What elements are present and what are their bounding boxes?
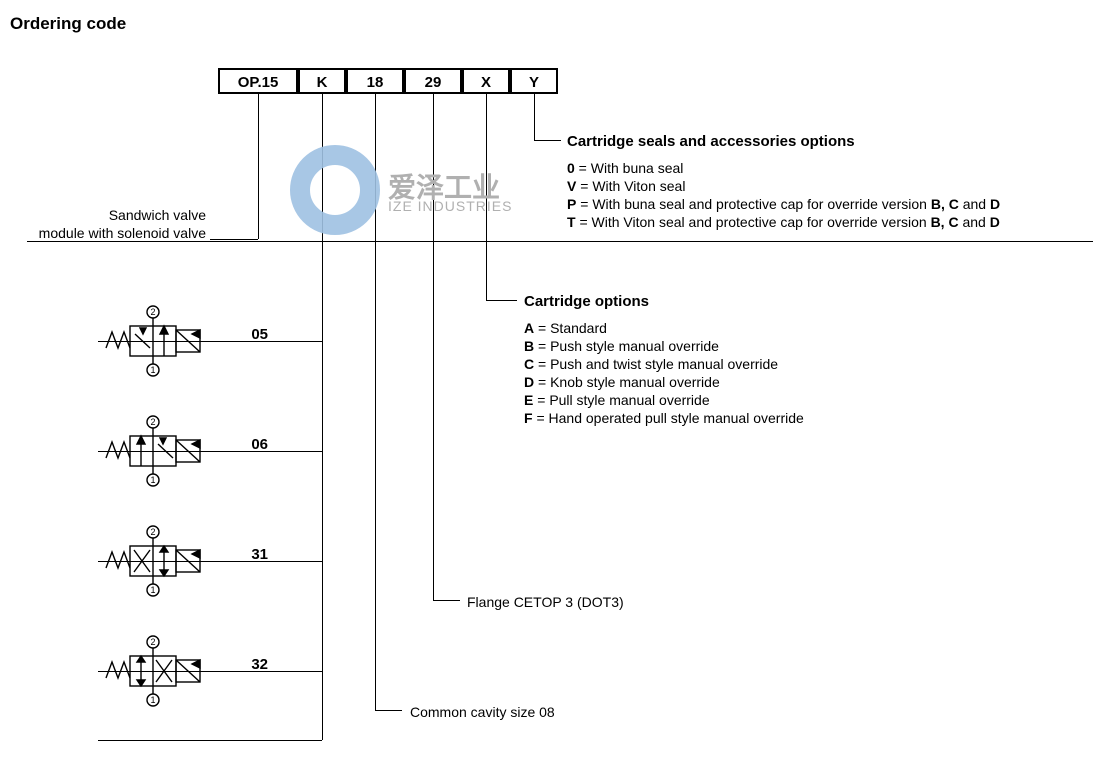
stem-3-h <box>433 600 460 601</box>
section-divider <box>27 241 1093 242</box>
code-field-2: 18 <box>346 68 404 94</box>
code-field-3: 29 <box>404 68 462 94</box>
code-field-1: K <box>298 68 346 94</box>
seals-title: Cartridge seals and accessories options <box>567 133 1092 151</box>
stem-5-h <box>534 140 561 141</box>
module-label: Sandwich valve module with solenoid valv… <box>6 206 206 242</box>
svg-text:1: 1 <box>150 695 155 705</box>
valve-symbol-32: 2 1 <box>98 634 208 712</box>
cartridge-section: Cartridge options A = Standard B = Push … <box>524 293 1084 427</box>
cart-opt-5: F = Hand operated pull style manual over… <box>524 409 1084 427</box>
module-label-line1: Sandwich valve <box>109 207 206 223</box>
stem-2 <box>375 94 376 710</box>
variant-bottom-hline <box>98 740 322 741</box>
seals-opt-0: 0 = With buna seal <box>567 159 1092 177</box>
cart-opt-1: B = Push style manual override <box>524 337 1084 355</box>
cart-opt-2: C = Push and twist style manual override <box>524 355 1084 373</box>
seals-opt-1: V = With Viton seal <box>567 177 1092 195</box>
seals-opt-3: T = With Viton seal and protective cap f… <box>567 213 1092 231</box>
cart-opt-4: E = Pull style manual override <box>524 391 1084 409</box>
valve-symbol-05: 2 1 <box>98 304 208 382</box>
svg-text:2: 2 <box>150 417 155 427</box>
code-field-4: X <box>462 68 510 94</box>
flange-label: Flange CETOP 3 (DOT3) <box>467 593 624 611</box>
page-title: Ordering code <box>10 14 126 34</box>
code-field-5: Y <box>510 68 558 94</box>
svg-text:1: 1 <box>150 365 155 375</box>
svg-text:2: 2 <box>150 307 155 317</box>
seals-section: Cartridge seals and accessories options … <box>567 133 1092 231</box>
variant-code-05: 05 <box>240 326 268 343</box>
valve-symbol-06: 2 1 <box>98 414 208 492</box>
cart-opt-3: D = Knob style manual override <box>524 373 1084 391</box>
svg-text:2: 2 <box>150 637 155 647</box>
svg-text:1: 1 <box>150 585 155 595</box>
cavity-label: Common cavity size 08 <box>410 703 555 721</box>
stem-5 <box>534 94 535 140</box>
stem-1 <box>322 94 323 740</box>
watermark-ring-icon <box>290 145 380 235</box>
variant-code-31: 31 <box>240 546 268 563</box>
cartridge-title: Cartridge options <box>524 293 1084 311</box>
stem-2-h <box>375 710 402 711</box>
code-field-0: OP.15 <box>218 68 298 94</box>
watermark <box>290 145 380 235</box>
stem-4-h <box>486 300 517 301</box>
stem-0 <box>258 94 259 239</box>
cart-opt-0: A = Standard <box>524 319 1084 337</box>
valve-symbol-31: 2 1 <box>98 524 208 602</box>
watermark-text-en: IZE INDUSTRIES <box>388 198 512 214</box>
variant-code-32: 32 <box>240 656 268 673</box>
variant-code-06: 06 <box>240 436 268 453</box>
module-label-line2: module with solenoid valve <box>39 225 206 241</box>
stem-0-h <box>210 239 258 240</box>
svg-text:2: 2 <box>150 527 155 537</box>
seals-opt-2: P = With buna seal and protective cap fo… <box>567 195 1092 213</box>
svg-text:1: 1 <box>150 475 155 485</box>
